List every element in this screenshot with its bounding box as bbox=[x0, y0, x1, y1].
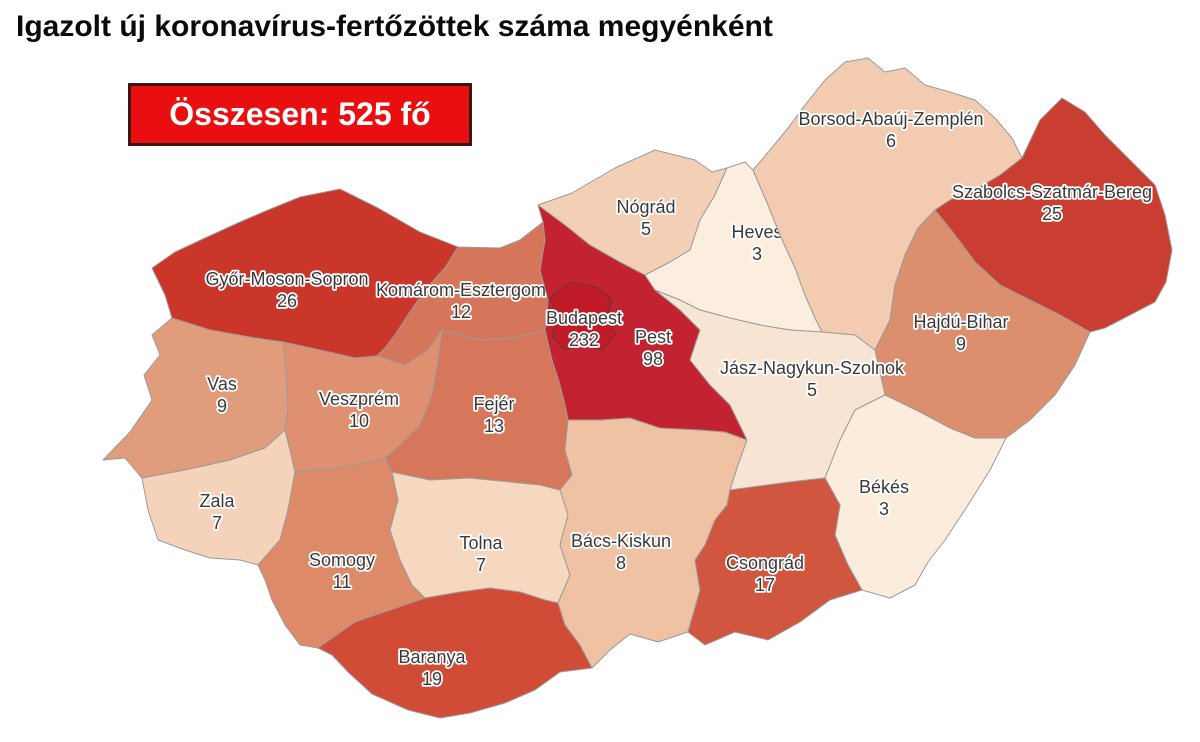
county-name-label: Borsod-Abaúj-Zemplén bbox=[798, 109, 983, 129]
county-value-label: 8 bbox=[616, 553, 626, 573]
county-name-label: Pest bbox=[635, 327, 671, 347]
page-title: Igazolt új koronavírus-fertőzöttek száma… bbox=[16, 10, 773, 43]
county-name-label: Tolna bbox=[459, 533, 503, 553]
county-value-label: 11 bbox=[333, 572, 352, 592]
county-name-label: Vas bbox=[207, 374, 237, 394]
county-veszprem: Veszprém 10 bbox=[282, 329, 443, 473]
county-csongrad: Csongrád 17 bbox=[687, 477, 863, 646]
county-bacs-kiskun: Bács-Kiskun 8 bbox=[557, 417, 748, 669]
county-heves: Heves 3 bbox=[644, 161, 823, 333]
county-fejer: Fejér 13 bbox=[384, 329, 573, 491]
county-name-label: Komárom-Esztergom bbox=[376, 280, 546, 300]
county-value-label: 10 bbox=[349, 411, 369, 431]
county-shape bbox=[549, 281, 617, 351]
county-name-label: Veszprém bbox=[319, 389, 399, 409]
county-name-label: Somogy bbox=[309, 550, 375, 570]
county-bekes: Békés 3 bbox=[824, 394, 1007, 599]
county-name-label: Nógrád bbox=[616, 197, 675, 217]
county-name-label: Jász-Nagykun-Szolnok bbox=[720, 358, 905, 378]
county-name-label: Győr-Moson-Sopron bbox=[205, 269, 368, 289]
county-name-label: Csongrád bbox=[726, 553, 804, 573]
county-hajdu-bihar: Hajdú-Bihar 9 bbox=[874, 209, 1091, 439]
county-vas: Vas 9 bbox=[102, 317, 289, 479]
county-shape bbox=[687, 477, 863, 646]
county-szabolcs-szatmar-bereg: Szabolcs-Szatmár-Bereg 25 bbox=[934, 97, 1173, 333]
county-name-label: Bács-Kiskun bbox=[571, 531, 671, 551]
county-value-label: 19 bbox=[422, 669, 442, 689]
county-value-label: 26 bbox=[277, 291, 297, 311]
county-value-label: 9 bbox=[956, 334, 966, 354]
county-name-label: Budapest bbox=[546, 308, 622, 328]
county-zala: Zala 7 bbox=[141, 429, 296, 566]
total-badge: Összesen: 525 fő bbox=[128, 83, 472, 146]
county-value-label: 17 bbox=[755, 575, 775, 595]
county-value-label: 3 bbox=[879, 499, 889, 519]
county-value-label: 13 bbox=[484, 416, 504, 436]
county-name-label: Baranya bbox=[398, 647, 466, 667]
county-komarom-esztergom: Komárom-Esztergom 12 bbox=[374, 221, 549, 366]
county-jasz-nagykun-szolnok: Jász-Nagykun-Szolnok 5 bbox=[654, 289, 907, 491]
total-badge-label: Összesen: 525 fő bbox=[169, 96, 431, 132]
county-name-label: Heves bbox=[731, 222, 782, 242]
county-value-label: 25 bbox=[1042, 204, 1062, 224]
county-value-label: 5 bbox=[807, 380, 817, 400]
county-name-label: Szabolcs-Szatmár-Bereg bbox=[952, 182, 1152, 202]
county-nograd: Nógrád 5 bbox=[537, 149, 728, 276]
county-value-label: 5 bbox=[641, 219, 651, 239]
county-name-label: Zala bbox=[199, 491, 235, 511]
county-baranya: Baranya 19 bbox=[317, 587, 593, 719]
county-value-label: 7 bbox=[476, 555, 486, 575]
county-budapest: Budapest 232 bbox=[544, 281, 624, 352]
county-borsod-abauj-zemplen: Borsod-Abaúj-Zemplén 6 bbox=[752, 57, 1023, 351]
county-name-label: Békés bbox=[859, 477, 909, 497]
county-value-label: 3 bbox=[752, 244, 762, 264]
county-value-label: 12 bbox=[451, 302, 471, 322]
county-value-label: 7 bbox=[212, 513, 222, 533]
county-name-label: Hajdú-Bihar bbox=[913, 312, 1008, 332]
county-value-label: 232 bbox=[569, 330, 599, 350]
county-tolna: Tolna 7 bbox=[389, 471, 571, 604]
county-value-label: 98 bbox=[643, 349, 663, 369]
county-value-label: 6 bbox=[886, 131, 896, 151]
county-value-label: 9 bbox=[217, 396, 227, 416]
county-name-label: Fejér bbox=[473, 394, 514, 414]
